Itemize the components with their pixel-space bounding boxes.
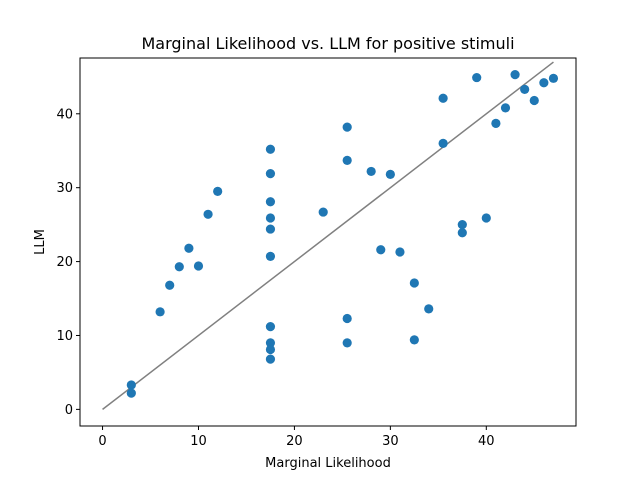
data-points (126, 70, 559, 398)
data-point (457, 228, 467, 238)
data-point (126, 380, 136, 390)
data-point (366, 166, 376, 177)
data-point (529, 95, 539, 106)
data-point (548, 73, 559, 83)
data-point (385, 169, 395, 179)
chart-title: Marginal Likelihood vs. LLM for positive… (141, 34, 514, 53)
data-point (126, 388, 136, 398)
data-point (424, 304, 434, 314)
y-axis-label: LLM (33, 229, 48, 255)
data-point (265, 224, 276, 234)
data-point (342, 155, 352, 165)
data-point (265, 344, 276, 355)
data-point (155, 307, 165, 317)
y-tick-label: 30 (56, 181, 73, 196)
data-point (342, 122, 352, 132)
plot-area (79, 57, 577, 427)
x-tick-label: 0 (98, 434, 106, 449)
data-point (265, 354, 276, 364)
data-point (203, 209, 213, 219)
data-point (500, 103, 511, 113)
y-tick-label: 10 (56, 329, 73, 344)
reference-line (102, 61, 554, 410)
data-point (481, 213, 491, 223)
axes-frame (79, 57, 577, 427)
x-tick-label: 20 (286, 434, 303, 449)
data-point (491, 118, 501, 128)
x-tick-label: 10 (190, 434, 207, 449)
x-tick-label: 30 (382, 434, 399, 449)
data-point (193, 261, 204, 271)
y-tick-label: 0 (65, 403, 73, 418)
y-tick-label: 40 (56, 107, 73, 122)
x-axis-ticks: 0 10 20 30 40 (98, 426, 495, 449)
data-point (342, 313, 352, 324)
data-point (265, 322, 276, 332)
data-point (265, 251, 276, 262)
data-point (265, 213, 276, 223)
data-point (342, 338, 352, 348)
data-point (409, 278, 419, 288)
data-point (265, 197, 276, 207)
x-axis-label: Marginal Likelihood (265, 456, 391, 471)
data-point (184, 243, 194, 253)
data-point (265, 169, 276, 179)
data-point (376, 245, 386, 255)
data-point (174, 262, 184, 272)
data-point (438, 138, 448, 148)
data-point (409, 335, 419, 345)
data-point (265, 338, 276, 348)
data-point (265, 144, 276, 154)
data-point (510, 70, 520, 80)
data-point (520, 84, 530, 95)
data-point (472, 72, 482, 83)
data-point (395, 247, 405, 257)
data-point (539, 78, 549, 88)
y-tick-label: 20 (56, 255, 73, 270)
data-point (213, 186, 223, 196)
data-point (318, 207, 328, 217)
data-point (165, 280, 175, 290)
data-point (438, 93, 448, 103)
data-point (457, 220, 467, 230)
x-tick-label: 40 (478, 434, 495, 449)
y-axis-ticks: 0 10 20 30 40 (56, 107, 80, 418)
